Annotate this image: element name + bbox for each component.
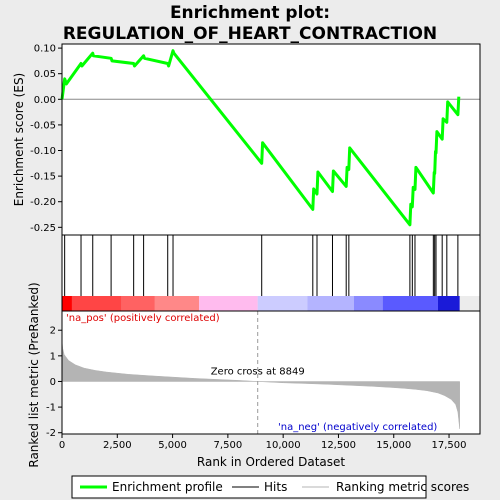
metric-xtick-label: 17,500 (432, 440, 467, 451)
metric-ytick-label: 0 (50, 377, 56, 388)
chart-title-line1: Enrichment plot: (170, 3, 330, 23)
positive-correlation-label: 'na_pos' (positively correlated) (66, 313, 220, 324)
es-ytick-label: 0.10 (34, 44, 56, 55)
rank-color-segment (382, 296, 438, 311)
es-ytick-label: -0.15 (30, 172, 56, 183)
rank-color-segment (437, 296, 460, 311)
ranked-metric-panel: Zero cross at 8849 'na_pos' (positively c… (27, 282, 481, 469)
negative-correlation-label: 'na_neg' (negatively correlated) (278, 422, 437, 433)
es-plot-area (62, 44, 480, 235)
metric-ytick-label: 1 (50, 351, 56, 362)
rank-color-segment (71, 296, 122, 311)
es-ylabel: Enrichment score (ES) (12, 73, 26, 206)
metric-xtick-label: 15,000 (376, 440, 411, 451)
zero-cross-label: Zero cross at 8849 (211, 366, 305, 377)
es-ytick-label: 0.05 (34, 69, 56, 80)
metric-frame (61, 310, 481, 435)
metric-xtick-label: 5,000 (158, 440, 187, 451)
rank-color-segment (257, 296, 308, 311)
metric-xlabel: Rank in Ordered Dataset (197, 455, 345, 469)
metric-xtick-label: 10,000 (266, 440, 301, 451)
rank-color-segment (199, 296, 258, 311)
rank-color-segment (121, 296, 155, 311)
metric-ylabel: Ranked list metric (PreRanked) (27, 282, 41, 467)
rank-color-segment (307, 296, 354, 311)
es-ytick-label: -0.20 (30, 197, 56, 208)
rank-color-segment (154, 296, 200, 311)
enrichment-score-panel: 0.10 0.05 0.00 -0.05 -0.10 -0.15 -0.20 -0.25 Enr… (12, 43, 481, 236)
metric-xtick-label: 7,500 (214, 440, 243, 451)
ranking-metric-area (61, 340, 460, 429)
rank-color-segment (353, 296, 383, 311)
metric-xtick-label: 0 (59, 440, 65, 451)
metric-ytick-label: 2 (50, 326, 56, 337)
metric-xtick-label: 2,500 (103, 440, 132, 451)
legend-label: Hits (264, 480, 287, 494)
chart-title-line2: REGULATION_OF_HEART_CONTRACTION (63, 24, 437, 44)
hits-panel (61, 234, 481, 312)
hits-plot-area (62, 235, 480, 296)
es-ytick-label: 0.00 (34, 95, 56, 106)
metric-ytick-label: -1 (46, 403, 56, 414)
metric-ytick-label: -2 (46, 428, 56, 439)
es-ytick-label: -0.25 (30, 223, 56, 234)
rank-color-segment (62, 296, 72, 311)
legend-label: Ranking metric scores (336, 480, 469, 494)
es-ytick-label: -0.05 (30, 120, 56, 131)
enrichment-profile-line (60, 49, 461, 227)
es-ytick-label: -0.10 (30, 146, 56, 157)
metric-plot-area (62, 311, 480, 434)
legend-label: Enrichment profile (112, 480, 223, 494)
legend: Enrichment profile Hits Ranking metric sco… (71, 475, 469, 499)
metric-xtick-label: 12,500 (321, 440, 356, 451)
